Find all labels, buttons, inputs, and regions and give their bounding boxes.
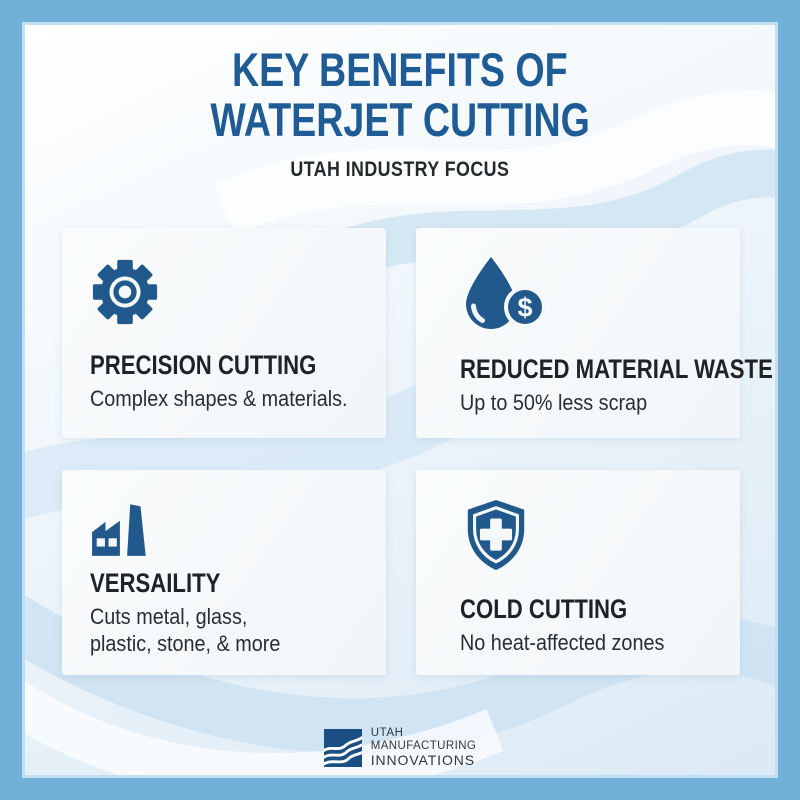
card-title: VERSAILITY [90,568,221,598]
logo-line-innovations: INNOVATIONS [370,751,476,768]
benefit-card-grid: PRECISION CUTTING Complex shapes & mater… [62,228,773,675]
footer-logo: UTAH MANUFACTURING INNOVATIONS [25,727,775,768]
utah-manufacturing-logo-icon [323,728,362,767]
page-title-line2: WATERJET CUTTING [210,92,590,146]
card-cold-cutting: COLD CUTTING No heat-affected zones [416,470,740,675]
card-title: PRECISION CUTTING [90,350,317,380]
page-subtitle: UTAH INDUSTRY FOCUS [290,157,510,181]
page-title-line1: KEY BENEFITS OF [232,43,568,96]
svg-text:$: $ [517,293,532,323]
card-description: Complex shapes & materials. [90,386,348,411]
header: KEY BENEFITS OF WATERJET CUTTING UTAH IN… [25,25,775,182]
logo-line-utah: UTAH [370,727,404,739]
factory-icon [90,498,376,560]
card-reduced-material-waste: $ REDUCED MATERIAL WASTE Up to 50% less … [416,228,773,438]
logo-wordmark: UTAH MANUFACTURING INNOVATIONS [371,727,477,768]
card-versaility: VERSAILITY Cuts metal, glass, plastic, s… [62,470,386,675]
card-precision-cutting: PRECISION CUTTING Complex shapes & mater… [62,228,386,438]
card-description: Cuts metal, glass, plastic, stone, & mor… [90,604,281,656]
gear-icon [90,256,376,328]
infographic-canvas: KEY BENEFITS OF WATERJET CUTTING UTAH IN… [25,25,775,775]
card-description: No heat-affected zones [460,630,665,655]
card-title: REDUCED MATERIAL WASTE [460,354,773,384]
card-title: COLD CUTTING [460,594,628,624]
logo-line-manufacturing: MANUFACTURING [370,739,477,752]
waterdrop-dollar-icon: $ [460,256,730,332]
shield-plus-icon [460,498,730,572]
card-description: Up to 50% less scrap [460,390,648,415]
